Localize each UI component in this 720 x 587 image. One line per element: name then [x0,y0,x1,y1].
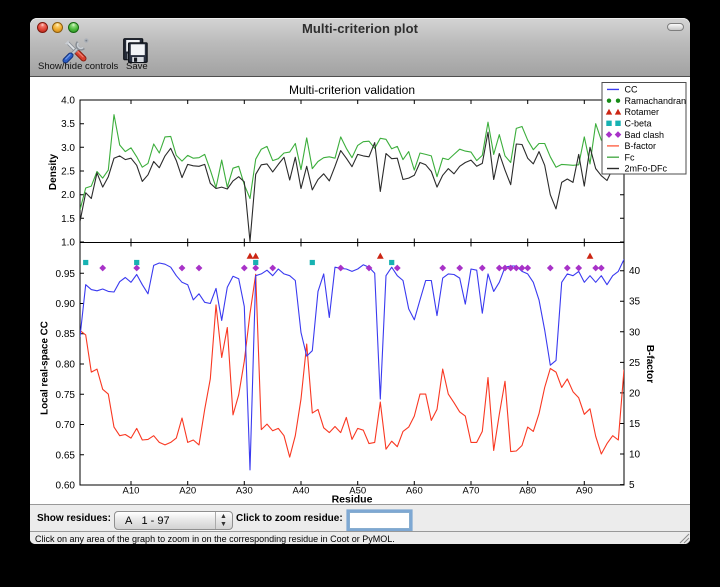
svg-text:15: 15 [629,419,641,430]
svg-text:0.70: 0.70 [56,420,76,431]
svg-text:Bad clash: Bad clash [625,130,665,140]
svg-text:3.0: 3.0 [61,143,75,154]
svg-text:4.0: 4.0 [61,96,75,107]
svg-text:0.90: 0.90 [56,299,76,310]
svg-text:0.75: 0.75 [56,390,76,401]
svg-text:Local real-space CC: Local real-space CC [40,321,51,415]
svg-text:30: 30 [629,327,641,338]
svg-text:A30: A30 [236,486,253,497]
svg-text:20: 20 [629,388,641,399]
svg-text:40: 40 [629,266,641,277]
svg-text:Density: Density [48,154,59,191]
svg-text:10: 10 [629,450,641,461]
svg-text:A80: A80 [519,486,536,497]
svg-text:C-beta: C-beta [625,119,652,129]
svg-text:3.5: 3.5 [61,119,75,130]
svg-text:Fc: Fc [625,152,635,162]
svg-text:0.80: 0.80 [56,360,76,371]
svg-text:A10: A10 [123,486,140,497]
svg-text:0.85: 0.85 [56,329,76,340]
svg-text:2.5: 2.5 [61,167,75,178]
svg-text:0.95: 0.95 [56,269,76,280]
svg-text:A20: A20 [179,486,196,497]
svg-text:25: 25 [629,358,641,369]
svg-text:A70: A70 [463,486,480,497]
svg-text:1.0: 1.0 [61,238,75,249]
svg-text:Multi-criterion validation: Multi-criterion validation [289,83,415,97]
svg-text:1.5: 1.5 [61,214,75,225]
svg-text:Rotamer: Rotamer [625,107,660,117]
svg-text:5: 5 [629,480,635,491]
svg-text:2mFo-DFc: 2mFo-DFc [625,164,668,174]
svg-text:Residue: Residue [332,494,373,506]
svg-text:0.65: 0.65 [56,450,76,461]
svg-text:0.60: 0.60 [56,481,76,492]
svg-text:B-factor: B-factor [625,141,657,151]
svg-text:35: 35 [629,297,641,308]
svg-text:2.0: 2.0 [61,190,75,201]
svg-text:B-factor: B-factor [644,345,655,383]
svg-text:A60: A60 [406,486,423,497]
svg-text:A90: A90 [576,486,593,497]
svg-text:CC: CC [625,85,638,95]
svg-text:A50: A50 [349,486,366,497]
svg-text:Ramachandran: Ramachandran [625,96,687,106]
svg-text:A40: A40 [293,486,310,497]
